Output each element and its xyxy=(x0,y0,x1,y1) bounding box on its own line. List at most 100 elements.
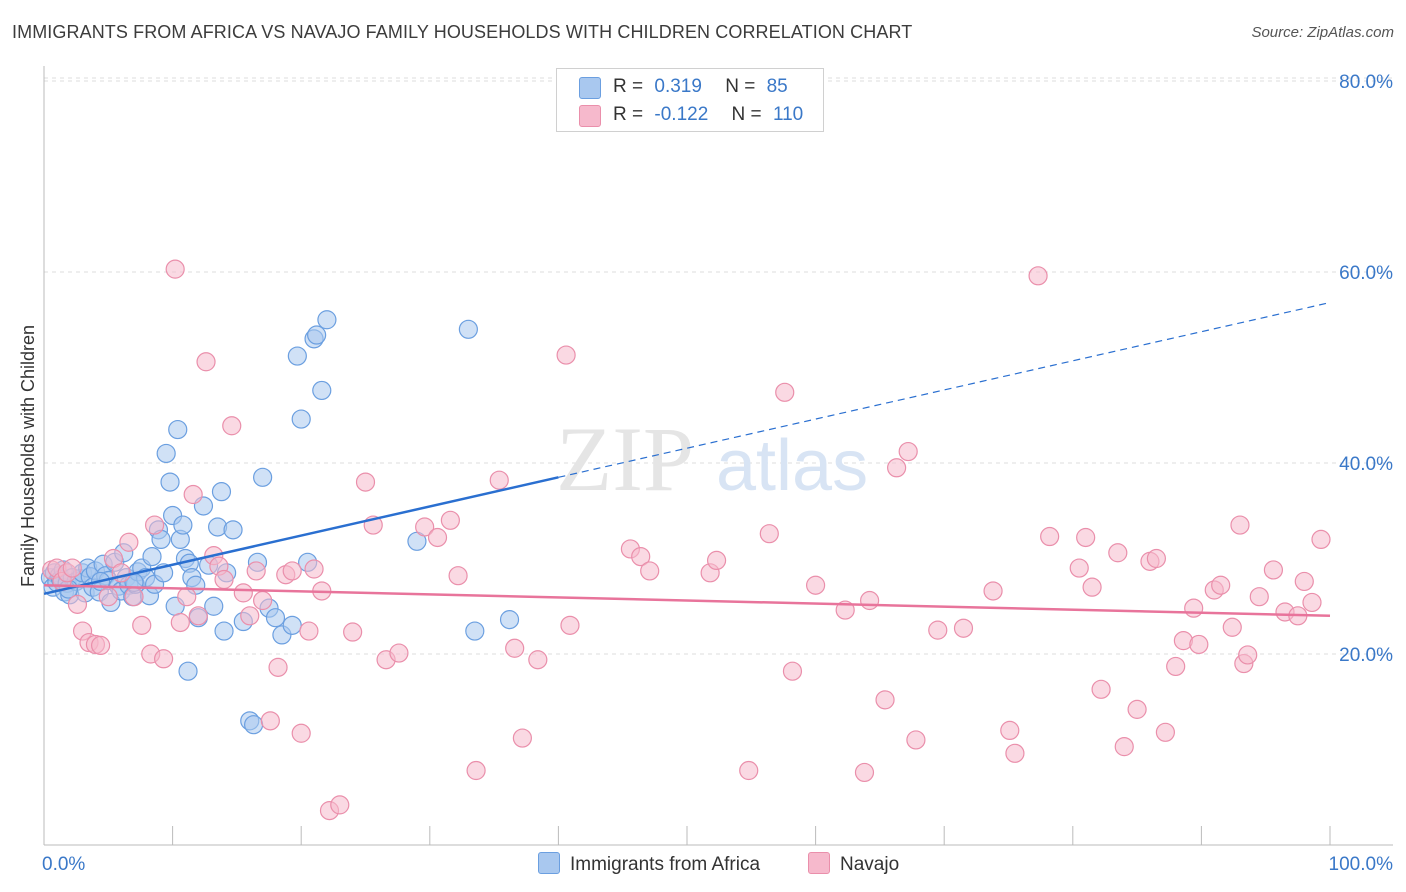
point-immigrants-from-africa xyxy=(214,621,234,641)
point-navajo xyxy=(983,581,1003,601)
point-navajo xyxy=(98,587,118,607)
point-navajo xyxy=(62,558,82,578)
point-navajo xyxy=(233,583,253,603)
bottom-legend-swatch-pink xyxy=(808,852,830,874)
point-immigrants-from-africa xyxy=(211,482,232,502)
point-navajo xyxy=(132,615,152,635)
point-navajo xyxy=(706,550,727,571)
point-navajo xyxy=(775,382,795,402)
point-navajo xyxy=(1091,679,1111,699)
point-navajo xyxy=(448,566,468,586)
point-navajo xyxy=(1146,548,1166,569)
y-axis-label: Family Households with Children xyxy=(18,325,38,587)
trend-line-navajo xyxy=(43,583,1331,618)
point-navajo xyxy=(177,587,197,607)
point-navajo xyxy=(489,470,509,490)
point-immigrants-from-africa xyxy=(458,319,478,339)
legend-r-value: -0.122 xyxy=(654,104,709,125)
point-navajo xyxy=(1263,560,1284,580)
chart-title: IMMIGRANTS FROM AFRICA VS NAVAJO FAMILY … xyxy=(12,22,913,42)
point-navajo xyxy=(240,606,260,626)
point-navajo xyxy=(222,416,242,436)
trend-line-immigrants-from-africa xyxy=(43,476,559,596)
point-navajo xyxy=(1127,699,1147,719)
point-navajo xyxy=(928,620,948,640)
y-tick-label: 60.0% xyxy=(1339,263,1393,284)
point-navajo xyxy=(854,762,875,783)
point-navajo xyxy=(188,606,208,626)
legend-n-value: 110 xyxy=(772,104,804,125)
point-navajo xyxy=(1230,515,1250,535)
point-navajo xyxy=(1166,656,1186,677)
point-navajo xyxy=(330,795,350,815)
point-navajo xyxy=(1040,526,1060,547)
point-navajo xyxy=(67,594,88,614)
point-immigrants-from-africa xyxy=(168,419,188,440)
x-tick-label-max: 100.0% xyxy=(1329,854,1394,875)
point-navajo xyxy=(528,650,548,670)
point-navajo xyxy=(640,561,660,581)
point-navajo xyxy=(1005,743,1025,763)
point-immigrants-from-africa xyxy=(178,661,198,681)
trend-lines xyxy=(43,301,1331,618)
point-navajo xyxy=(119,532,139,552)
y-tick-label: 20.0% xyxy=(1339,645,1393,666)
point-navajo xyxy=(1249,587,1269,607)
point-immigrants-from-africa xyxy=(204,596,224,616)
point-navajo xyxy=(739,760,759,781)
point-immigrants-from-africa xyxy=(317,310,337,330)
point-immigrants-from-africa xyxy=(223,520,243,540)
point-navajo xyxy=(90,635,111,656)
legend-swatch-pink xyxy=(579,105,601,127)
legend: R = 0.319 N = 85 R = -0.122 N = 110 xyxy=(556,68,824,132)
point-navajo xyxy=(556,345,576,365)
point-navajo xyxy=(415,517,435,537)
point-navajo xyxy=(1184,598,1204,618)
point-navajo xyxy=(124,587,144,607)
point-navajo xyxy=(466,760,486,781)
point-navajo xyxy=(1000,720,1020,741)
point-navajo xyxy=(1311,529,1331,550)
point-navajo xyxy=(860,590,880,611)
point-navajo xyxy=(1108,543,1128,563)
point-navajo xyxy=(153,649,174,669)
point-immigrants-from-africa xyxy=(312,380,332,401)
point-navajo xyxy=(389,643,409,663)
legend-r-label: R = xyxy=(613,104,644,125)
point-navajo xyxy=(1076,527,1096,548)
point-navajo xyxy=(260,711,280,731)
point-navajo xyxy=(183,484,203,505)
bottom-legend-label-blue: Immigrants from Africa xyxy=(570,854,761,875)
point-navajo xyxy=(1069,558,1089,578)
point-navajo xyxy=(512,728,532,748)
point-navajo xyxy=(1028,266,1048,286)
watermark: ZIP atlas xyxy=(556,408,868,510)
point-immigrants-from-africa xyxy=(253,467,273,487)
legend-n-label: N = xyxy=(731,104,762,125)
point-navajo xyxy=(1114,737,1134,757)
point-navajo xyxy=(1189,634,1209,655)
bottom-legend-label-pink: Navajo xyxy=(840,854,900,875)
point-navajo xyxy=(1211,575,1231,595)
y-tick-labels: 20.0% 40.0% 60.0% 80.0% xyxy=(1339,72,1393,666)
legend-n-label: N = xyxy=(725,76,756,97)
point-immigrants-from-africa xyxy=(291,409,311,429)
point-navajo xyxy=(165,259,185,279)
chart-source: Source: ZipAtlas.com xyxy=(1251,24,1394,41)
point-navajo xyxy=(355,472,376,492)
point-navajo xyxy=(906,730,926,750)
y-tick-label: 40.0% xyxy=(1339,454,1393,475)
point-navajo xyxy=(268,657,288,677)
point-navajo xyxy=(427,527,448,548)
point-immigrants-from-africa xyxy=(282,615,302,635)
point-navajo xyxy=(343,622,363,642)
point-immigrants-from-africa xyxy=(265,608,286,628)
legend-r-label: R = xyxy=(613,76,644,97)
point-navajo xyxy=(214,569,234,590)
point-navajo xyxy=(246,561,266,581)
point-navajo xyxy=(782,661,803,681)
x-tick-label-min: 0.0% xyxy=(42,854,85,875)
point-navajo xyxy=(1155,722,1175,742)
bottom-legend-blue: Immigrants from Africa xyxy=(538,852,760,876)
